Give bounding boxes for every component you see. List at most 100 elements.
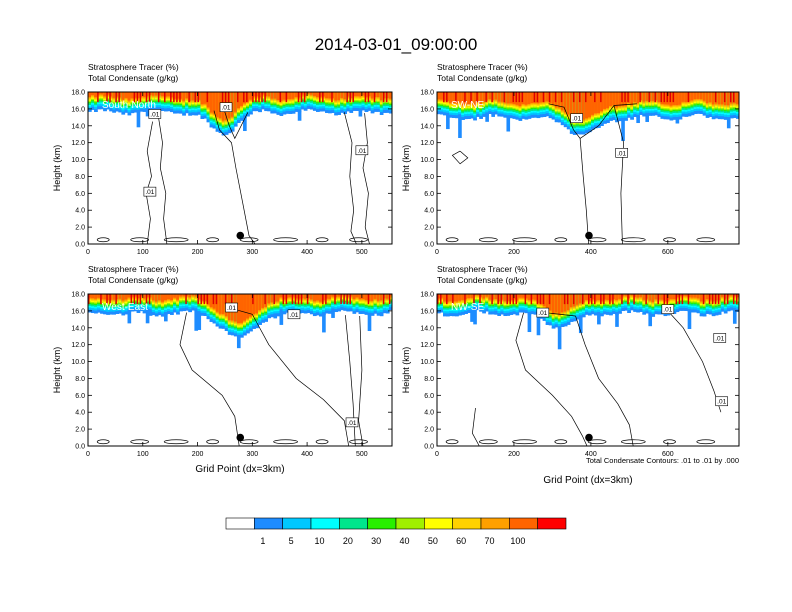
contour-label-box: [355, 145, 369, 156]
panel-1: .01 .01 SW-NE Stratosphere Tracer (%)Total …: [401, 62, 740, 256]
surface-cell-contour: [273, 237, 298, 243]
x-tick-label: 400: [301, 249, 313, 256]
contour-label: .01: [357, 148, 366, 155]
y-tick-label: 18.0: [420, 292, 434, 299]
contour-label: .01: [289, 312, 298, 319]
colorbar-label: 40: [399, 536, 409, 546]
plot-frame: [436, 91, 740, 245]
y-tick-label: 14.0: [420, 325, 434, 332]
surface-cell-contour: [663, 237, 676, 243]
colorbar-swatch: [254, 517, 283, 530]
contour-label: .01: [150, 111, 159, 118]
colorbar: 1 5 10 20 30 40 50 60 70 100: [225, 517, 567, 546]
colorbar-swatch: [310, 517, 340, 530]
panel-title-line2: Total Condensate (g/kg): [88, 275, 178, 285]
y-axis-label: Height (km): [52, 347, 62, 394]
surface-cell-contour: [163, 439, 189, 445]
y-tick-label: 6.0: [424, 393, 434, 400]
x-tick-label: 400: [301, 451, 313, 458]
x-tick-label: 200: [508, 451, 520, 458]
contour-label-box: [345, 417, 359, 428]
plot-area: .01 .01 SW-NE: [437, 92, 739, 244]
y-tick-label: 18.0: [420, 90, 434, 97]
y-tick-label: 6.0: [424, 191, 434, 198]
surface-cell-contour: [239, 439, 259, 445]
panel-title-line2: Total Condensate (g/kg): [437, 275, 527, 285]
x-tick-label: 200: [192, 451, 204, 458]
colorbar-swatch: [537, 517, 567, 530]
colorbar-swatch: [282, 517, 312, 530]
y-tick-label: 14.0: [71, 123, 85, 130]
surface-cell-contour: [130, 439, 150, 445]
x-tick-label: 500: [356, 249, 368, 256]
colorbar-label: 60: [456, 536, 466, 546]
y-axis-label: Height (km): [401, 347, 411, 394]
x-tick-label: 0: [86, 249, 90, 256]
y-axis-label: Height (km): [52, 145, 62, 192]
x-tick-label: 300: [246, 451, 258, 458]
y-tick-label: 10.0: [71, 359, 85, 366]
location-marker: [236, 231, 245, 240]
contour-label: .01: [347, 420, 356, 427]
y-tick-label: 14.0: [420, 123, 434, 130]
contour-footnote: Total Condensate Contours: .01 to .01 by…: [586, 456, 739, 465]
y-tick-label: 2.0: [75, 427, 85, 434]
surface-cell-contour: [163, 237, 189, 243]
plot-frame: [87, 293, 393, 447]
plot-frame: [436, 293, 740, 447]
surface-cell-contour: [620, 237, 646, 243]
surface-cell-contour: [587, 439, 607, 445]
y-tick-label: 4.0: [424, 410, 434, 417]
colorbar-label: 10: [314, 536, 324, 546]
surface-cell-contour: [478, 439, 498, 445]
contour-label-box: [715, 396, 728, 407]
surface-cell-contour: [478, 237, 498, 243]
surface-cell-contour: [206, 439, 219, 445]
colorbar-swatch: [395, 517, 425, 530]
panel-title-line1: Stratosphere Tracer (%): [437, 62, 528, 72]
surface-cell-contour: [445, 237, 459, 243]
colorbar-label: 70: [484, 536, 494, 546]
y-tick-label: 0.0: [75, 444, 85, 451]
location-marker: [236, 433, 245, 442]
plot-area: .01 .01 .01 .01 NW-SE: [437, 294, 739, 446]
y-tick-label: 8.0: [75, 376, 85, 383]
contour-label-box: [219, 102, 233, 112]
contour-label: .01: [145, 189, 154, 196]
x-tick-label: 0: [435, 249, 439, 256]
y-tick-label: 14.0: [71, 325, 85, 332]
surface-cell-contour: [349, 237, 368, 243]
colorbar-label: 5: [289, 536, 294, 546]
x-axis-label: Grid Point (dx=3km): [543, 475, 632, 486]
contour-label-box: [570, 113, 583, 123]
colorbar-swatch: [225, 517, 255, 530]
x-tick-label: 0: [435, 451, 439, 458]
colorbar-label: 1: [260, 536, 265, 546]
contour-label: .01: [572, 116, 581, 123]
y-tick-label: 4.0: [424, 208, 434, 215]
y-tick-label: 6.0: [75, 393, 85, 400]
condensate-contours: [96, 308, 368, 446]
contour-label-box: [225, 302, 238, 313]
tracer-shading: [437, 92, 739, 141]
colorbar-label: 20: [343, 536, 353, 546]
colorbar-swatch: [452, 517, 482, 530]
contour-label: .01: [617, 150, 626, 157]
y-tick-label: 18.0: [71, 292, 85, 299]
y-tick-label: 16.0: [420, 106, 434, 113]
plot-area: .01 .01 .01 West-East: [88, 294, 392, 446]
x-tick-label: 0: [86, 451, 90, 458]
surface-cell-contour: [315, 237, 329, 243]
colorbar-swatch: [367, 517, 397, 530]
x-tick-label: 600: [662, 249, 674, 256]
y-tick-label: 12.0: [71, 342, 85, 349]
x-tick-label: 400: [585, 451, 597, 458]
y-tick-label: 8.0: [424, 174, 434, 181]
colorbar-label: 100: [510, 536, 525, 546]
condensate-contours: [445, 310, 722, 446]
surface-cell-contour: [349, 439, 368, 445]
figure-title: 2014-03-01_09:00:00: [315, 35, 478, 54]
